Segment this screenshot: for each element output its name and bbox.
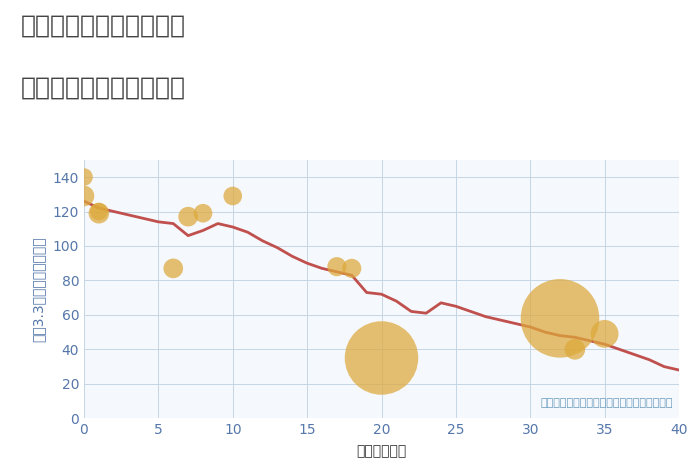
Text: 大阪府豊中市山ノ上町の: 大阪府豊中市山ノ上町の (21, 14, 186, 38)
Point (183, 213, 194, 220)
Point (569, 345, 580, 353)
Point (376, 354, 387, 362)
Y-axis label: 坪（3.3㎡）単価（万円）: 坪（3.3㎡）単価（万円） (32, 236, 46, 342)
Point (197, 210, 209, 217)
Text: 円の大きさは、取引のあった物件面積を示す: 円の大きさは、取引のあった物件面積を示す (540, 398, 673, 408)
Point (346, 265, 357, 272)
Point (554, 314, 566, 322)
Point (168, 265, 179, 272)
Text: 築年数別中古戸建て価格: 築年数別中古戸建て価格 (21, 75, 186, 99)
Point (78, 192, 90, 200)
Point (227, 192, 238, 200)
X-axis label: 築年数（年）: 築年数（年） (356, 444, 407, 458)
Point (599, 330, 610, 337)
Point (93, 210, 104, 217)
Point (78, 173, 90, 181)
Point (331, 263, 342, 270)
Point (93, 208, 104, 215)
